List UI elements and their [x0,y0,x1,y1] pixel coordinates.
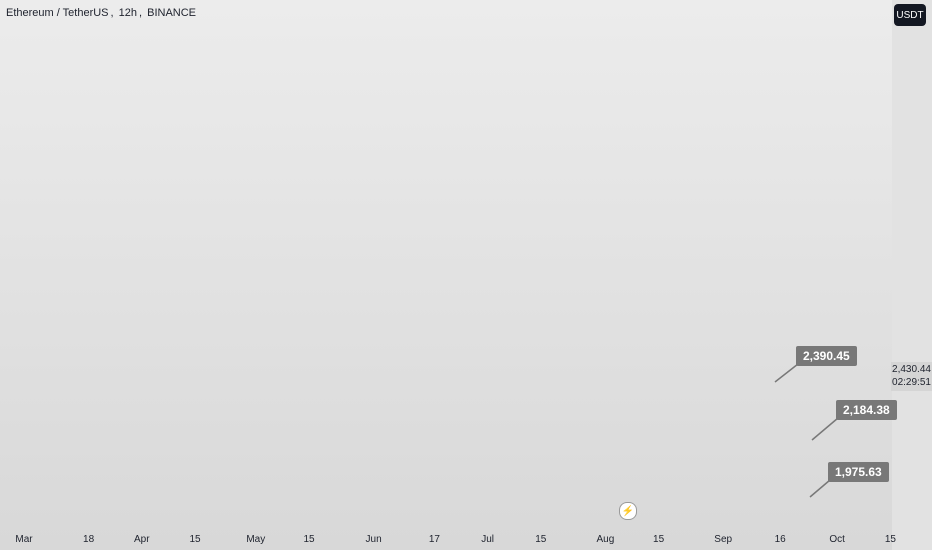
x-tick-label: 17 [429,534,441,545]
x-tick-label: 15 [303,534,315,545]
x-tick-label: 15 [885,534,897,545]
x-tick-label: 15 [535,534,547,545]
chart-title: Ethereum / TetherUS, 12h, BINANCE [6,7,197,19]
exchange-label: BINANCE [147,7,197,19]
x-tick-label: Apr [134,534,150,545]
x-tick-label: Mar [15,534,33,545]
current-price-tag: 2,430.44 02:29:51 [891,362,932,391]
target-callout-1: 2,390.45 [796,346,857,366]
x-tick-label: 15 [653,534,665,545]
x-tick-label: May [246,534,265,545]
x-tick-label: Jul [481,534,494,545]
x-tick-label: 18 [83,534,95,545]
x-tick-label: Jun [366,534,382,545]
target-callout-3: 1,975.63 [828,462,889,482]
interval-label[interactable]: 12h [118,7,137,19]
target-callout-2: 2,184.38 [836,400,897,420]
x-tick-label: Aug [597,534,615,545]
callout-pointer-2 [809,479,831,498]
lightning-icon[interactable]: ⚡ [619,502,637,520]
current-price: 2,430.44 [892,364,931,375]
x-tick-label: Oct [829,534,845,545]
bar-countdown: 02:29:51 [892,377,931,388]
currency-unit-badge[interactable]: USDT [894,4,926,26]
callout-pointer-1 [811,417,839,441]
callout-pointer-0 [774,363,799,383]
symbol-label: Ethereum / TetherUS [6,7,109,19]
price-axis [892,0,932,550]
x-tick-label: Sep [714,534,732,545]
x-tick-label: 16 [775,534,787,545]
x-tick-label: 15 [189,534,201,545]
